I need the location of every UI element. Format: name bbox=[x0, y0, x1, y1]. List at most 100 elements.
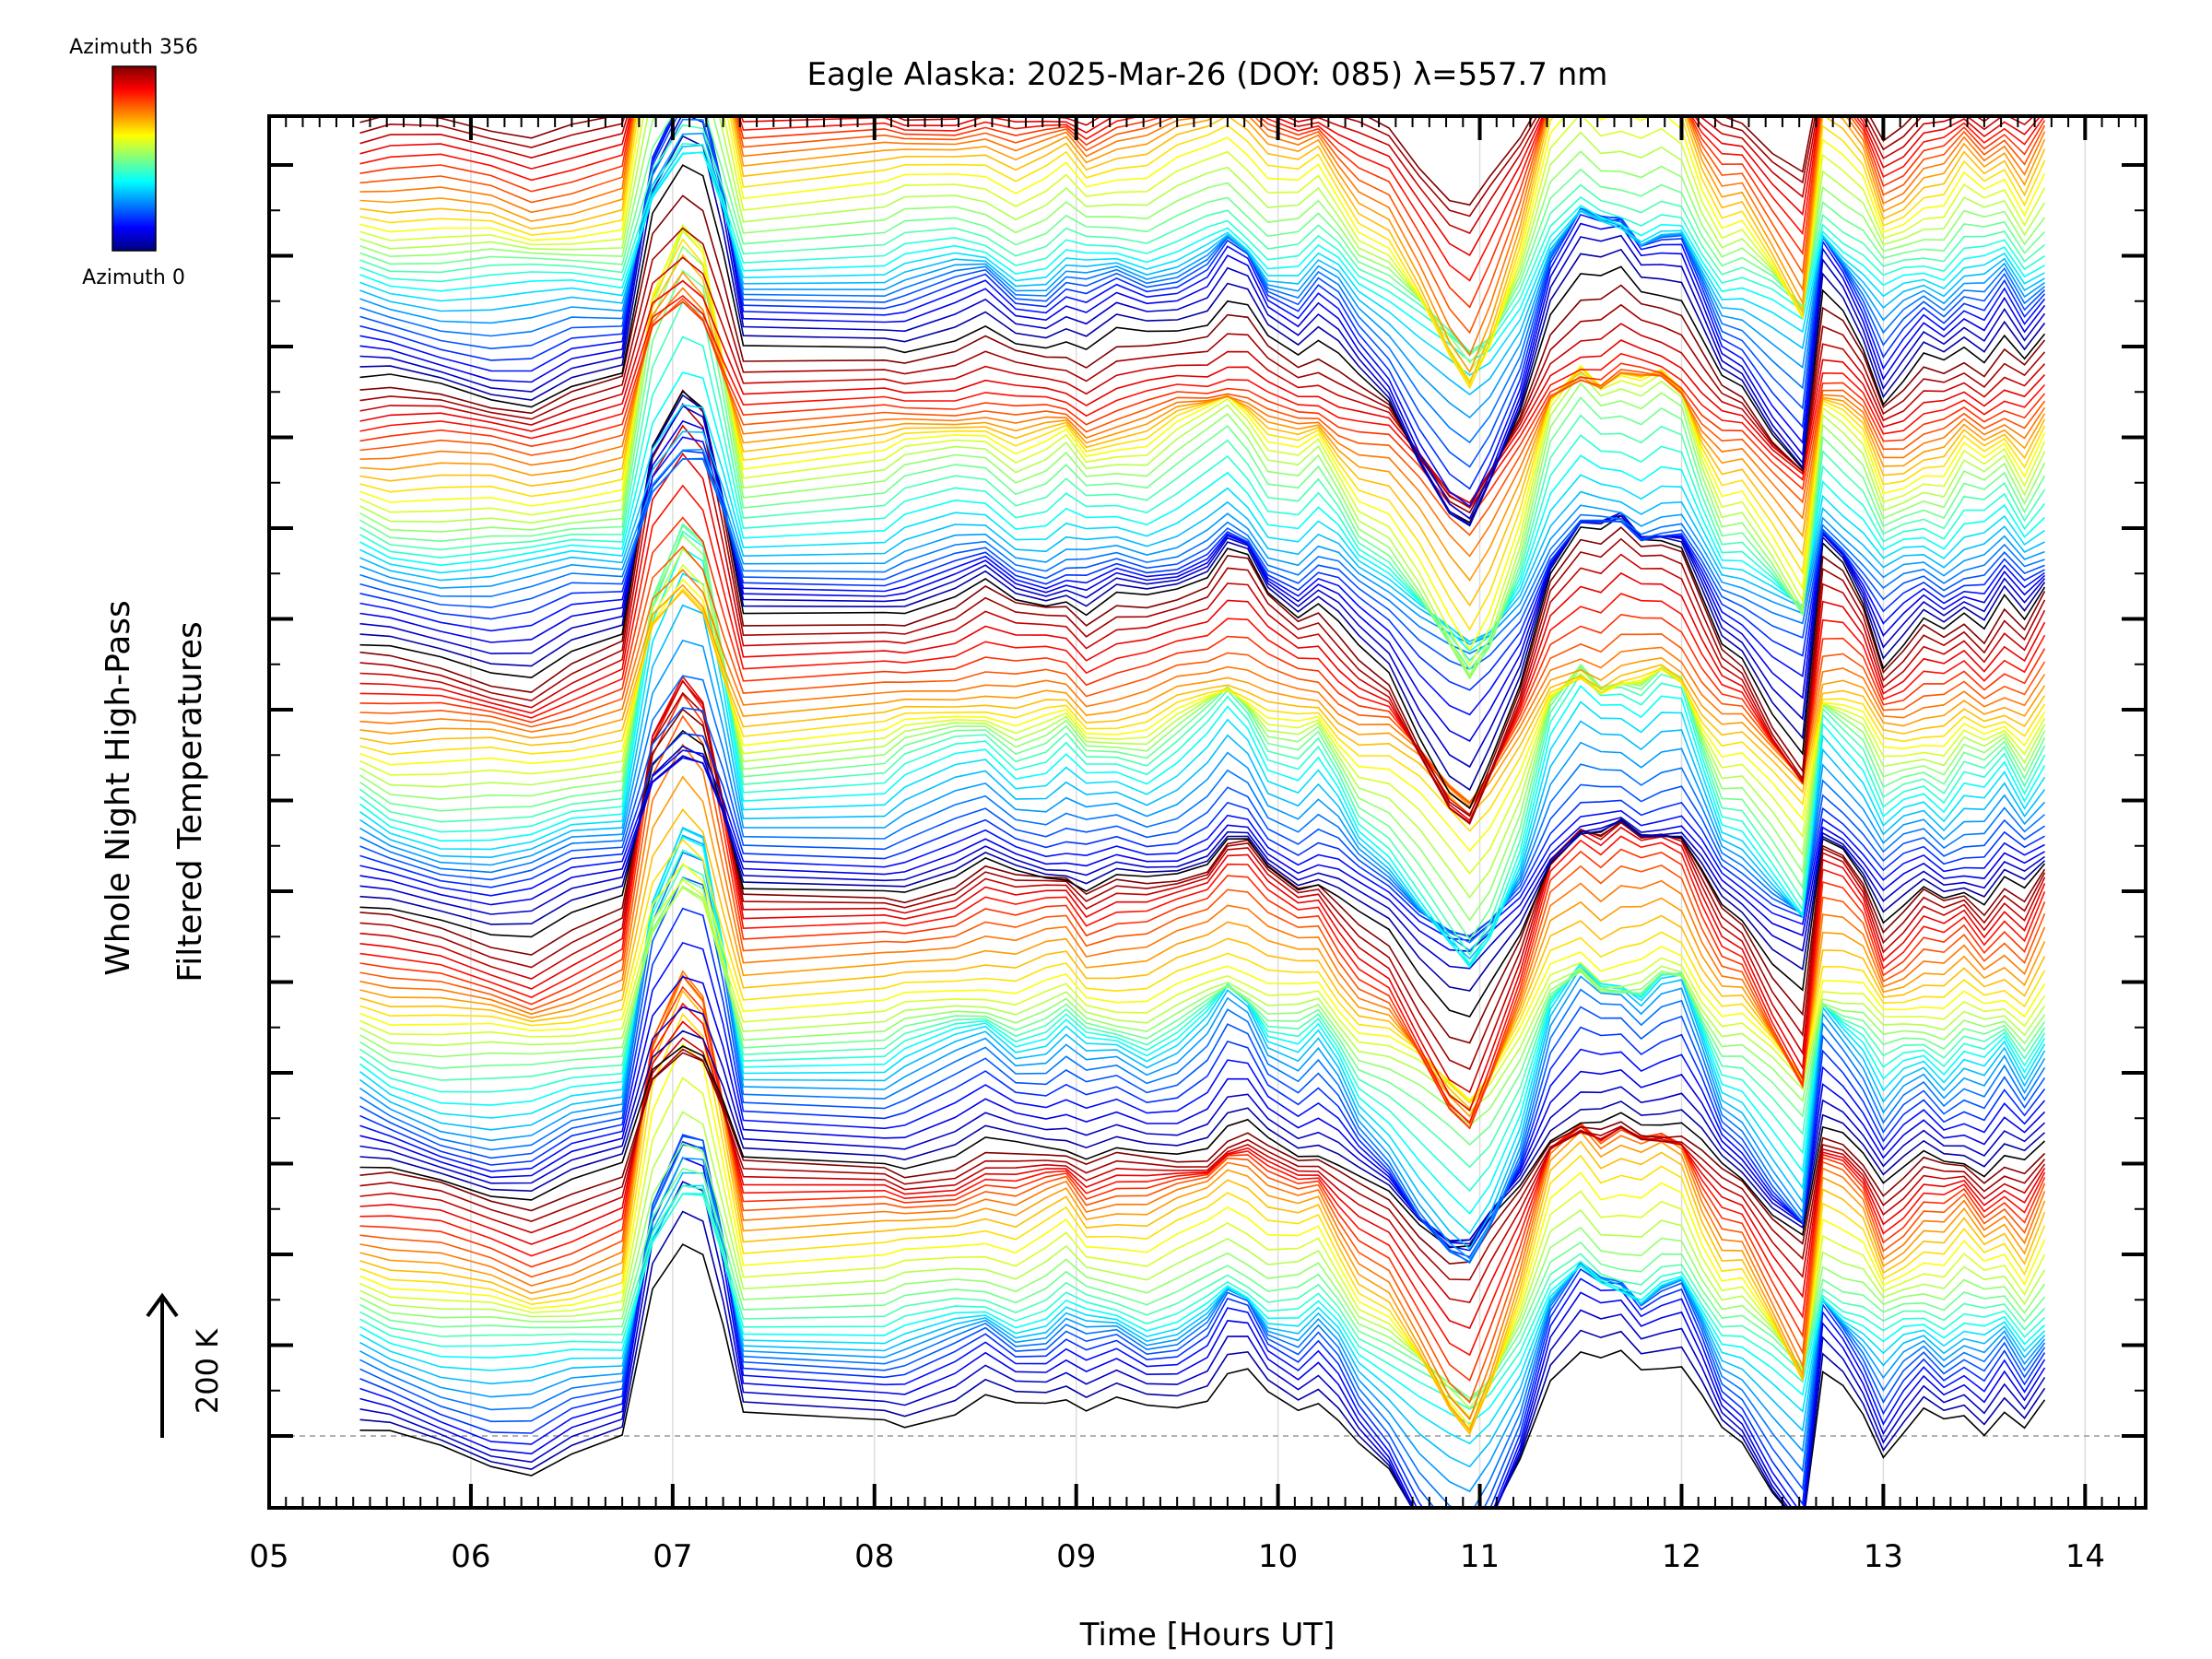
azimuth-series-line bbox=[359, 755, 2045, 970]
azimuth-series-line bbox=[359, 583, 2046, 807]
azimuth-series-line bbox=[359, 876, 2046, 1264]
azimuth-series-line bbox=[359, 849, 2046, 1193]
azimuth-series-line bbox=[359, 1184, 2046, 1402]
azimuth-series-line bbox=[359, 279, 2046, 504]
x-axis-label: Time [Hours UT] bbox=[1079, 1617, 1335, 1653]
azimuth-series-line bbox=[359, 749, 2045, 942]
azimuth-series-line bbox=[359, 775, 2046, 1118]
azimuth-series-line bbox=[359, 116, 2041, 256]
azimuth-series-line bbox=[359, 116, 2046, 388]
x-tick-labels: 05 06 07 08 09 10 11 12 13 14 bbox=[249, 1538, 2105, 1575]
azimuth-series-line bbox=[359, 1077, 2046, 1418]
azimuth-series-line bbox=[359, 547, 2046, 899]
scale-arrow-head bbox=[146, 1292, 179, 1318]
colorbar-bottom-label: Azimuth 0 bbox=[82, 266, 185, 289]
azimuth-series-line bbox=[359, 679, 2046, 1124]
azimuth-series-line bbox=[359, 116, 2046, 364]
plot-frame bbox=[267, 114, 2147, 1510]
azimuth-series-line bbox=[359, 1181, 2046, 1508]
azimuth-series-line bbox=[359, 194, 2046, 514]
azimuth-series-line bbox=[359, 1157, 2046, 1508]
azimuth-series-line bbox=[359, 335, 2046, 662]
azimuth-series-line bbox=[359, 151, 2045, 362]
azimuth-series-line bbox=[359, 708, 2046, 1044]
azimuth-series-line bbox=[359, 404, 2045, 645]
colorbar-top-label: Azimuth 356 bbox=[69, 36, 198, 59]
azimuth-series-line bbox=[359, 563, 2046, 875]
azimuth-series-line bbox=[359, 227, 2046, 508]
azimuth-series-line bbox=[359, 1042, 2046, 1428]
azimuth-series-line bbox=[359, 256, 2046, 504]
y-axis-label-line1: Whole Night High-Pass bbox=[100, 600, 137, 976]
azimuth-series-line bbox=[359, 448, 2045, 645]
azimuth-series-line bbox=[359, 1157, 2046, 1493]
azimuth-series-line bbox=[359, 371, 2046, 653]
azimuth-series-line bbox=[359, 974, 2046, 1431]
x-tick-label: 05 bbox=[249, 1538, 288, 1575]
colorbar: Azimuth 356 Azimuth 0 bbox=[69, 36, 198, 289]
chart-title: Eagle Alaska: 2025-Mar-26 (DOY: 085) λ=5… bbox=[807, 56, 1608, 93]
azimuth-series-line bbox=[359, 1193, 2046, 1410]
azimuth-series-line bbox=[359, 1167, 2046, 1400]
azimuth-series-line bbox=[359, 590, 2046, 818]
x-tick-label: 14 bbox=[2065, 1538, 2105, 1575]
azimuth-series-line bbox=[359, 238, 2046, 631]
azimuth-series-line bbox=[359, 116, 2046, 373]
azimuth-series-line bbox=[359, 1111, 2046, 1410]
azimuth-series-line bbox=[359, 757, 2045, 953]
azimuth-series-line bbox=[359, 838, 2046, 1104]
azimuth-series-line bbox=[359, 878, 2046, 1104]
axis-ticks bbox=[267, 116, 2146, 1508]
azimuth-series-line bbox=[359, 116, 2046, 526]
azimuth-series-line bbox=[359, 116, 2046, 282]
grid-lines bbox=[470, 116, 2087, 1508]
azimuth-series-line bbox=[359, 1052, 2046, 1265]
azimuth-series-line bbox=[359, 587, 2046, 832]
azimuth-series-line bbox=[359, 569, 2046, 804]
azimuth-series-line bbox=[359, 534, 2046, 922]
azimuth-series-line bbox=[359, 706, 2045, 938]
azimuth-series-line bbox=[359, 424, 2046, 825]
azimuth-series-line bbox=[359, 297, 2046, 536]
azimuth-series-line bbox=[359, 675, 2046, 944]
azimuth-series-line bbox=[359, 692, 2046, 1130]
azimuth-series-line bbox=[359, 989, 2046, 1436]
x-tick-label: 12 bbox=[1662, 1538, 1701, 1575]
x-tick-label: 10 bbox=[1258, 1538, 1298, 1575]
azimuth-series-line bbox=[359, 116, 2046, 374]
azimuth-series-line bbox=[359, 484, 2046, 816]
azimuth-series-line bbox=[359, 269, 2046, 677]
azimuth-series-line bbox=[359, 116, 2046, 382]
azimuth-series-line bbox=[359, 743, 2046, 1125]
x-tick-label: 06 bbox=[451, 1538, 490, 1575]
azimuth-series-line bbox=[359, 1012, 2046, 1434]
azimuth-series-line bbox=[359, 714, 2046, 1130]
azimuth-series-line bbox=[359, 294, 2046, 510]
azimuth-series-line bbox=[359, 975, 2046, 1245]
azimuth-series-line bbox=[359, 116, 2035, 234]
x-tick-label: 13 bbox=[1864, 1538, 1903, 1575]
x-tick-label: 09 bbox=[1056, 1538, 1096, 1575]
azimuth-series-line bbox=[359, 1048, 2046, 1281]
azimuth-series-line bbox=[359, 691, 2046, 1071]
azimuth-series-line bbox=[359, 457, 2045, 654]
azimuth-series-line bbox=[359, 430, 2045, 642]
azimuth-series-line bbox=[359, 1243, 2046, 1508]
x-tick-label: 11 bbox=[1460, 1538, 1500, 1575]
azimuth-series-line bbox=[359, 1030, 2046, 1243]
scale-bar-label: 200 K bbox=[190, 1328, 225, 1414]
azimuth-series-line bbox=[359, 1184, 2046, 1445]
azimuth-series-line bbox=[359, 143, 2045, 355]
azimuth-series-line bbox=[359, 941, 2046, 1252]
azimuth-series-line bbox=[359, 124, 2046, 353]
azimuth-series-line bbox=[359, 516, 2046, 810]
azimuth-series-line bbox=[359, 116, 1993, 218]
azimuth-series-line bbox=[359, 1006, 2046, 1241]
azimuth-series-line bbox=[359, 604, 2046, 960]
azimuth-series-line bbox=[359, 116, 2046, 335]
x-tick-label: 08 bbox=[854, 1538, 894, 1575]
azimuth-series-line bbox=[359, 403, 2046, 824]
azimuth-series-line bbox=[359, 116, 2046, 357]
azimuth-series-line bbox=[359, 164, 2046, 524]
